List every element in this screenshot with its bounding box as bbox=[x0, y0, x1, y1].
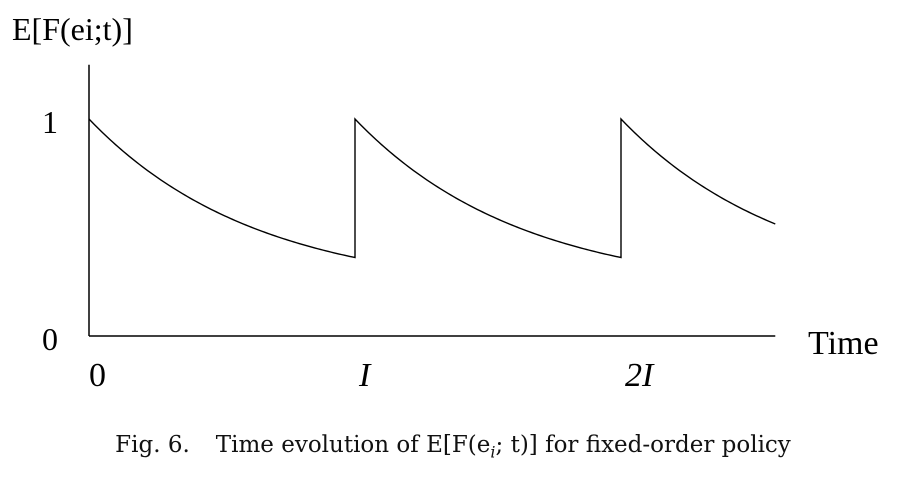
series-curve bbox=[88, 117, 776, 259]
axes bbox=[88, 64, 776, 337]
x-tick-label: 0 bbox=[89, 357, 106, 394]
caption-text: Time evolution of E[F(ei; t)] for fixed-… bbox=[215, 432, 791, 462]
y-tick-label: 1 bbox=[42, 104, 58, 140]
x-tick-label: 2I bbox=[625, 357, 655, 394]
caption-label: Fig. 6. bbox=[115, 432, 190, 458]
x-tick-label: I bbox=[358, 357, 372, 394]
chart: E[F(ei;t)] Time 0 1 0 I 2I bbox=[12, 11, 879, 394]
series-line bbox=[88, 117, 776, 259]
y-axis-label: E[F(ei;t)] bbox=[12, 11, 133, 47]
y-tick-label: 0 bbox=[42, 321, 58, 357]
x-axis-label: Time bbox=[808, 325, 879, 362]
axis-labels: E[F(ei;t)] Time 0 1 0 I 2I bbox=[12, 11, 879, 394]
figure-caption: Fig. 6. Time evolution of E[F(ei; t)] for… bbox=[0, 432, 906, 462]
